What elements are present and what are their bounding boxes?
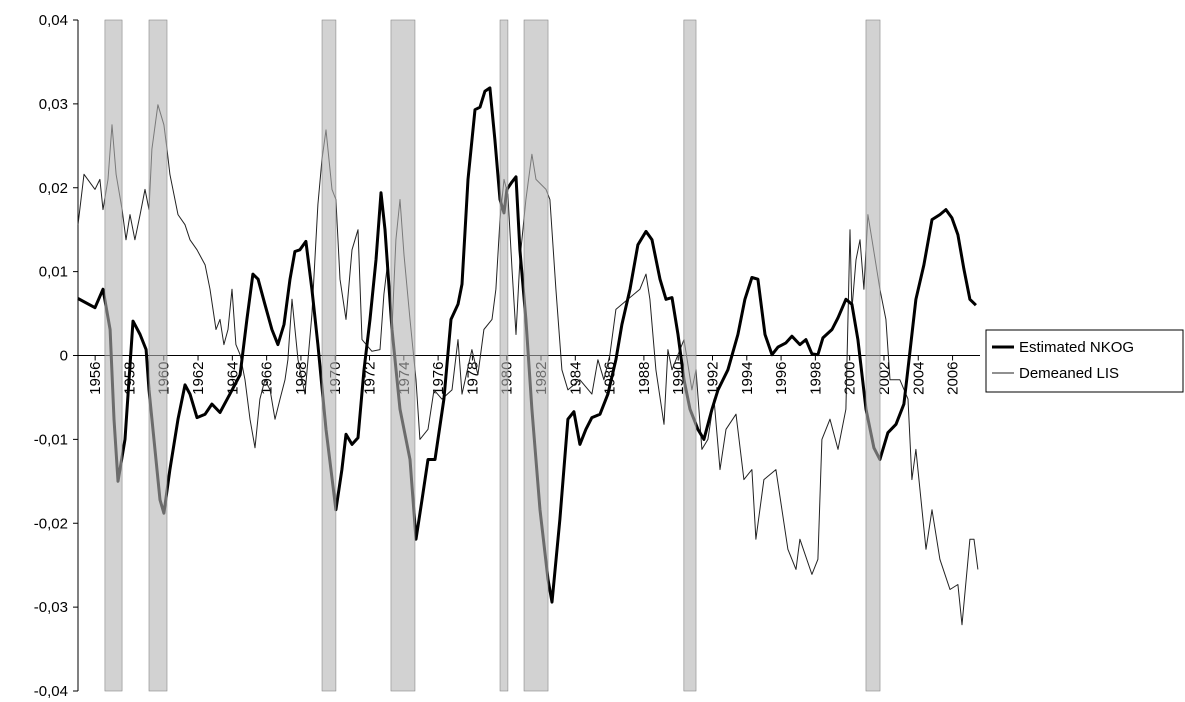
recession-band xyxy=(865,19,881,692)
y-tick-label: 0,02 xyxy=(39,180,68,197)
x-tick-label: 2000 xyxy=(842,362,859,395)
x-tick-label: 1964 xyxy=(224,362,241,395)
recession-band xyxy=(683,19,697,692)
y-tick-label: 0,04 xyxy=(39,12,68,29)
recession-band xyxy=(499,19,509,692)
y-tick-label: 0,01 xyxy=(39,264,68,281)
x-tick-label: 1998 xyxy=(807,362,824,395)
y-tick-label: -0,01 xyxy=(34,431,68,448)
y-tick-label: -0,04 xyxy=(34,683,68,700)
x-tick-label: 1988 xyxy=(636,362,653,395)
x-tick-label: 2004 xyxy=(910,362,927,395)
recession-band xyxy=(148,19,168,692)
recession-band xyxy=(523,19,549,692)
recession-band xyxy=(104,19,123,692)
y-tick-label: 0,03 xyxy=(39,96,68,113)
x-tick-label: 1976 xyxy=(430,362,447,395)
y-tick-label: -0,02 xyxy=(34,515,68,532)
x-tick-label: 1956 xyxy=(87,362,104,395)
legend-box xyxy=(985,329,1184,393)
y-tick-label: -0,03 xyxy=(34,599,68,616)
x-tick-label: 1996 xyxy=(773,362,790,395)
line xyxy=(77,86,977,604)
legend-label: Demeaned LIS xyxy=(1019,365,1119,382)
recession-band xyxy=(390,19,416,692)
legend-label: Estimated NKOG xyxy=(1019,339,1134,356)
recession-band xyxy=(321,19,337,692)
x-tick-label: 1966 xyxy=(259,362,276,395)
x-tick-label: 1992 xyxy=(704,362,721,395)
x-tick-label: 2006 xyxy=(945,362,962,395)
x-tick-label: 1962 xyxy=(190,362,207,395)
x-tick-label: 1984 xyxy=(567,362,584,395)
y-tick-label: 0 xyxy=(60,348,68,365)
x-tick-label: 1994 xyxy=(739,362,756,395)
x-tick-label: 1972 xyxy=(362,362,379,395)
line xyxy=(77,104,979,626)
